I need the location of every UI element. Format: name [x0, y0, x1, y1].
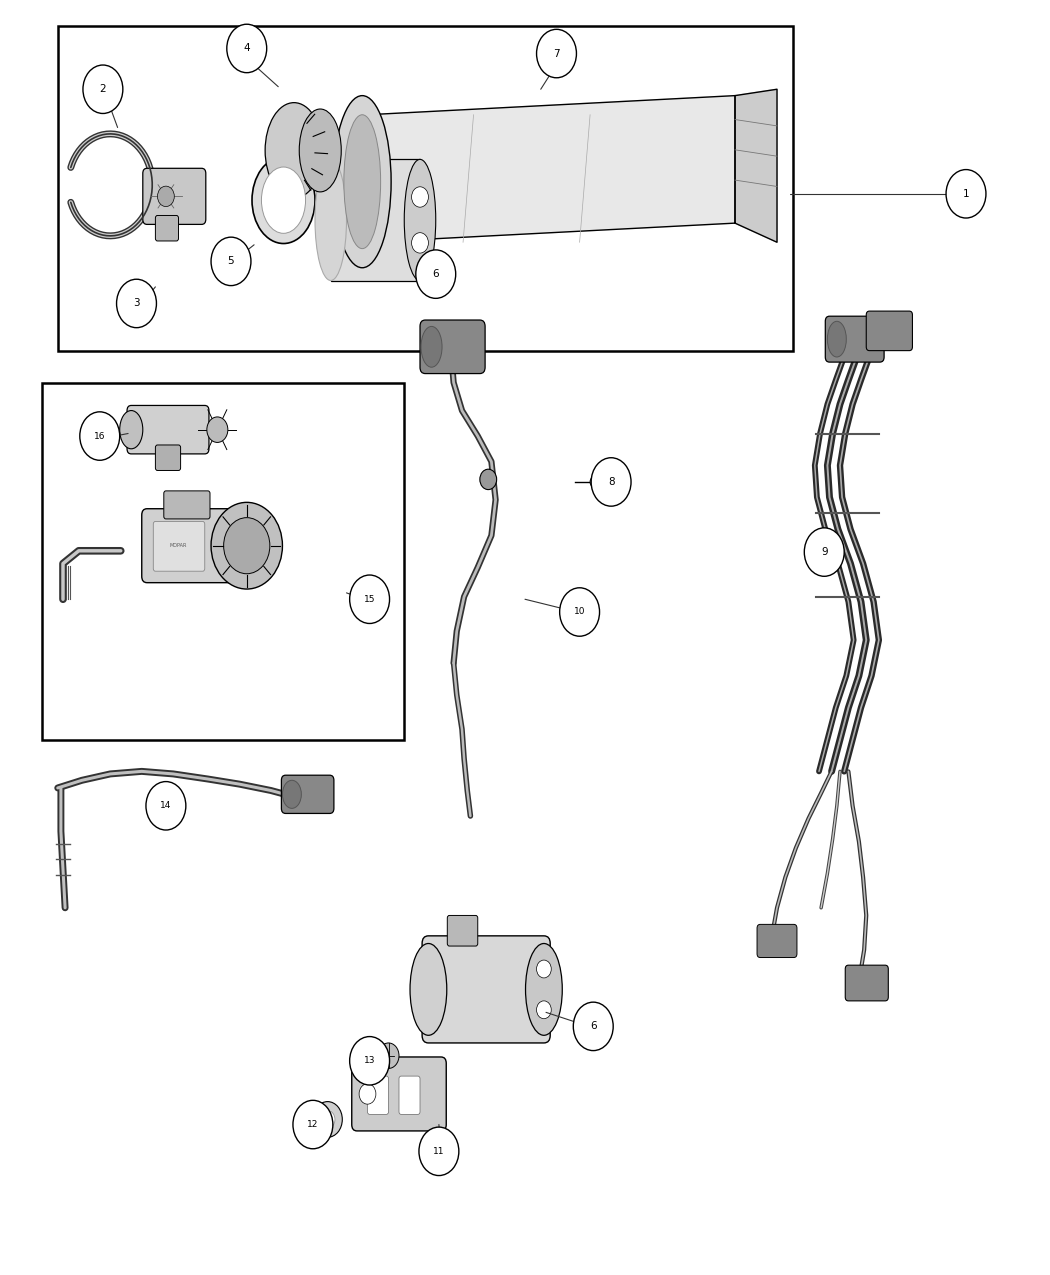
- FancyBboxPatch shape: [153, 521, 205, 571]
- Ellipse shape: [590, 476, 603, 488]
- Text: 5: 5: [228, 256, 234, 266]
- Circle shape: [412, 232, 428, 254]
- FancyBboxPatch shape: [281, 775, 334, 813]
- Circle shape: [146, 782, 186, 830]
- Circle shape: [573, 1002, 613, 1051]
- Circle shape: [117, 279, 156, 328]
- Bar: [331, 159, 420, 280]
- FancyBboxPatch shape: [164, 491, 210, 519]
- Circle shape: [591, 458, 631, 506]
- FancyBboxPatch shape: [422, 936, 550, 1043]
- Circle shape: [359, 1084, 376, 1104]
- FancyBboxPatch shape: [155, 215, 179, 241]
- Circle shape: [416, 250, 456, 298]
- Circle shape: [320, 1111, 335, 1128]
- Ellipse shape: [315, 159, 346, 280]
- Circle shape: [537, 960, 551, 978]
- FancyBboxPatch shape: [447, 915, 478, 946]
- FancyBboxPatch shape: [127, 405, 209, 454]
- Circle shape: [480, 469, 497, 490]
- Circle shape: [224, 518, 270, 574]
- Text: MOPAR: MOPAR: [170, 543, 187, 548]
- Bar: [58, 26, 793, 351]
- Circle shape: [537, 29, 576, 78]
- Ellipse shape: [120, 411, 143, 449]
- Circle shape: [211, 502, 282, 589]
- FancyBboxPatch shape: [399, 1076, 420, 1114]
- Circle shape: [350, 575, 390, 623]
- Circle shape: [804, 528, 844, 576]
- Text: 15: 15: [364, 594, 375, 604]
- FancyBboxPatch shape: [368, 1076, 388, 1114]
- Circle shape: [419, 1127, 459, 1176]
- Ellipse shape: [261, 167, 306, 233]
- Circle shape: [227, 24, 267, 73]
- FancyBboxPatch shape: [155, 445, 181, 470]
- Circle shape: [412, 186, 428, 208]
- Circle shape: [83, 65, 123, 113]
- Text: 3: 3: [133, 298, 140, 309]
- Text: 13: 13: [364, 1056, 375, 1066]
- FancyBboxPatch shape: [757, 924, 797, 958]
- FancyBboxPatch shape: [845, 965, 888, 1001]
- Ellipse shape: [299, 108, 341, 193]
- Ellipse shape: [421, 326, 442, 367]
- Circle shape: [293, 1100, 333, 1149]
- Text: 10: 10: [574, 607, 585, 617]
- Bar: [42, 382, 404, 740]
- Text: 9: 9: [821, 547, 827, 557]
- Ellipse shape: [334, 96, 392, 268]
- Circle shape: [211, 237, 251, 286]
- Text: 6: 6: [433, 269, 439, 279]
- Circle shape: [946, 170, 986, 218]
- Text: 6: 6: [590, 1021, 596, 1031]
- Ellipse shape: [252, 157, 315, 244]
- Circle shape: [313, 1102, 342, 1137]
- Ellipse shape: [282, 780, 301, 808]
- Circle shape: [80, 412, 120, 460]
- Circle shape: [560, 588, 600, 636]
- Text: 1: 1: [963, 189, 969, 199]
- Ellipse shape: [265, 103, 323, 199]
- FancyBboxPatch shape: [420, 320, 485, 374]
- Polygon shape: [735, 89, 777, 242]
- Text: 4: 4: [244, 43, 250, 54]
- Text: 16: 16: [94, 431, 105, 441]
- Ellipse shape: [827, 321, 846, 357]
- Polygon shape: [368, 96, 735, 242]
- Text: 2: 2: [100, 84, 106, 94]
- Circle shape: [350, 1037, 390, 1085]
- Text: 11: 11: [434, 1146, 444, 1156]
- FancyBboxPatch shape: [866, 311, 912, 351]
- Text: 7: 7: [553, 48, 560, 59]
- Circle shape: [537, 1001, 551, 1019]
- Ellipse shape: [404, 159, 436, 280]
- Text: 8: 8: [608, 477, 614, 487]
- Circle shape: [378, 1043, 399, 1068]
- Circle shape: [207, 417, 228, 442]
- FancyBboxPatch shape: [143, 168, 206, 224]
- FancyBboxPatch shape: [142, 509, 242, 583]
- FancyBboxPatch shape: [825, 316, 884, 362]
- Text: 12: 12: [308, 1119, 318, 1130]
- Ellipse shape: [525, 944, 563, 1035]
- Ellipse shape: [344, 115, 381, 249]
- Text: 14: 14: [161, 801, 171, 811]
- Circle shape: [158, 186, 174, 207]
- Ellipse shape: [410, 944, 447, 1035]
- FancyBboxPatch shape: [352, 1057, 446, 1131]
